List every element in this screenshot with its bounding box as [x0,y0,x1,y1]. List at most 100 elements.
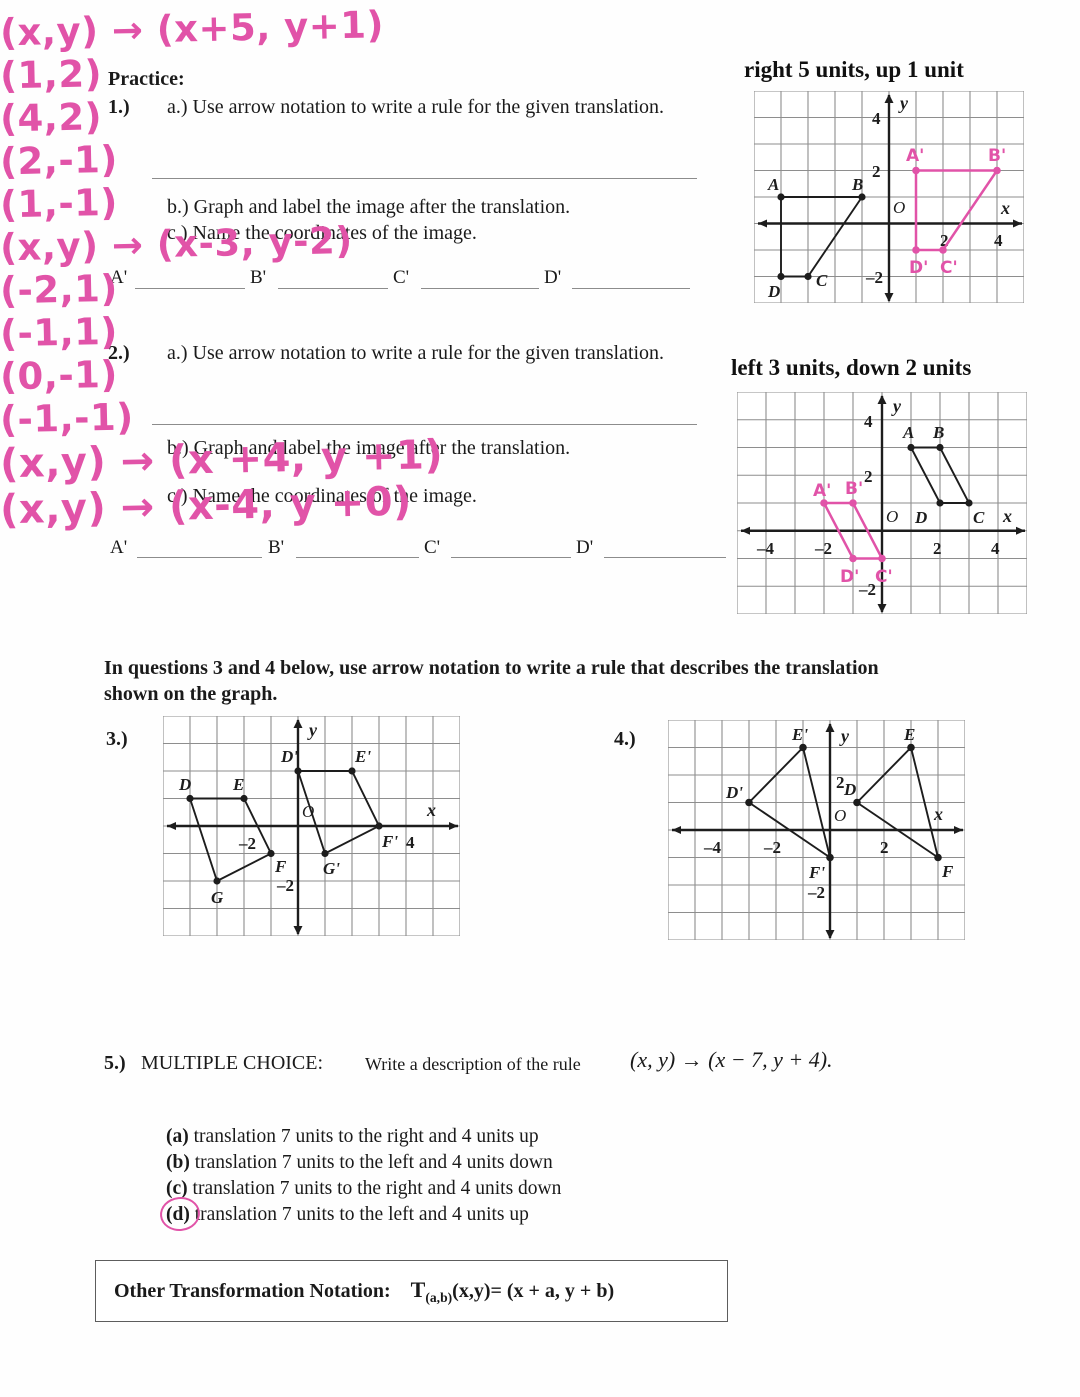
svg-text:B': B' [845,479,863,499]
problem-2-label-d-prime: D' [576,537,594,558]
svg-text:A: A [902,423,914,442]
svg-text:–2: –2 [807,883,825,902]
problem-4-number: 4.) [614,728,636,750]
svg-text:O: O [886,507,898,526]
svg-text:x: x [1002,506,1012,526]
svg-text:D': D' [280,747,298,766]
svg-text:y: y [307,720,318,740]
svg-text:2: 2 [940,231,949,250]
other-notation-T: T [410,1276,426,1302]
svg-text:2: 2 [864,467,873,486]
svg-text:F': F' [808,863,825,882]
svg-text:D': D' [840,567,859,587]
graph-2: y x O 4 2 –4 –2 2 4 –2 A B C D [737,392,1027,614]
problem-1-blank-d[interactable] [572,288,690,289]
problem-1-label-b-prime: B' [250,267,267,288]
svg-text:y: y [839,726,850,746]
svg-text:x: x [1000,198,1010,218]
problem-1-label-d-prime: D' [544,267,562,288]
problem-1-part-c: c.) Name the coordinates of the image. [167,222,477,244]
graph-1: y x O 4 2 2 4 –2 A B C D [754,91,1024,303]
svg-text:F': F' [381,832,398,851]
svg-text:4: 4 [872,109,881,128]
svg-text:C': C' [940,258,958,278]
problem-1-label-c-prime: C' [393,267,410,288]
problem-1-blank-c[interactable] [421,288,539,289]
svg-text:A': A' [906,146,924,166]
problem-2-part-a: a.) Use arrow notation to write a rule f… [167,342,665,364]
svg-text:D': D' [725,783,743,802]
problem-1-rule-blank[interactable] [152,178,697,179]
problem-2-part-c: c.) Name the coordinates of the image. [167,485,477,507]
svg-text:4: 4 [406,833,415,852]
mc-option-d-letter: (d) [166,1204,190,1225]
svg-text:D: D [767,282,780,301]
svg-text:x: x [426,800,436,820]
svg-text:D': D' [909,258,928,278]
problem-1-blank-b[interactable] [278,288,388,289]
mc-option-b[interactable]: (b) translation 7 units to the left and … [166,1152,553,1174]
mc-option-c[interactable]: (c) translation 7 units to the right and… [166,1178,561,1200]
svg-text:4: 4 [991,539,1000,558]
graph-4: y x O 2 –4 –2 2 –2 D E F [668,720,965,940]
svg-text:E: E [232,775,244,794]
problem-2-label-b-prime: B' [268,537,285,558]
problem-2-blank-d[interactable] [604,557,726,558]
problem-2-blank-b[interactable] [296,557,419,558]
problem-1-number: 1.) [108,96,130,118]
problem-5-prompt: Write a description of the rule [365,1054,581,1074]
svg-text:E': E' [354,747,371,766]
svg-text:E: E [903,725,915,744]
problem-1-part-a: a.) Use arrow notation to write a rule f… [167,96,665,118]
svg-text:C: C [816,271,828,290]
svg-text:2: 2 [880,838,889,857]
graph-3: y x O –2 –2 4 D E F G [163,716,460,936]
svg-text:2: 2 [933,539,942,558]
svg-text:–4: –4 [756,539,775,558]
problem-2-number: 2.) [108,342,130,364]
problem-5-rule: (x, y) → (x − 7, y + 4). [630,1047,833,1072]
svg-text:4: 4 [994,231,1003,250]
problem-2-blank-c[interactable] [451,557,571,558]
mc-option-d[interactable]: (d) translation 7 units to the left and … [166,1204,529,1226]
other-notation-sub: (a,b) [425,1289,453,1305]
problem-2-rule-blank[interactable] [152,424,697,425]
svg-text:D: D [914,508,927,527]
other-notation-rest: (x,y)= (x + a, y + b) [452,1279,615,1302]
svg-text:G': G' [323,859,340,878]
problem-2-label-a-prime: A' [110,537,128,558]
mc-option-a[interactable]: (a) translation 7 units to the right and… [166,1126,539,1148]
problem-2-blank-a[interactable] [137,557,262,558]
svg-text:2: 2 [872,162,881,181]
mc-option-c-letter: (c) [166,1178,188,1199]
svg-text:4: 4 [864,412,873,431]
svg-text:O: O [893,198,905,217]
other-notation-content: Other Transformation Notation: T(a,b)(x,… [96,1277,614,1306]
other-notation-label: Other Transformation Notation: [114,1279,391,1302]
svg-text:–2: –2 [763,838,781,857]
selected-answer-circle-icon [158,1195,202,1233]
svg-text:x: x [933,804,943,824]
graph-2-caption: left 3 units, down 2 units [731,355,972,380]
instruction-line-1: In questions 3 and 4 below, use arrow no… [104,657,879,679]
svg-text:–2: –2 [858,580,876,599]
svg-text:D: D [843,780,856,799]
svg-text:E': E' [791,725,808,744]
problem-5-number: 5.) [104,1052,126,1074]
svg-text:–4: –4 [703,838,722,857]
svg-text:–2: –2 [865,268,883,287]
svg-text:B: B [851,175,863,194]
svg-text:G: G [211,888,224,907]
mc-option-a-text: translation 7 units to the right and 4 u… [193,1126,539,1147]
svg-text:B': B' [988,146,1006,166]
svg-text:A': A' [813,481,831,501]
svg-text:y: y [898,93,909,113]
page-title: Practice: [108,68,185,90]
svg-text:B: B [932,423,944,442]
instruction-line-2: shown on the graph. [104,683,278,705]
svg-text:C: C [973,508,985,527]
svg-text:F: F [941,862,954,881]
problem-1-blank-a[interactable] [135,288,245,289]
problem-3-number: 3.) [106,728,128,750]
